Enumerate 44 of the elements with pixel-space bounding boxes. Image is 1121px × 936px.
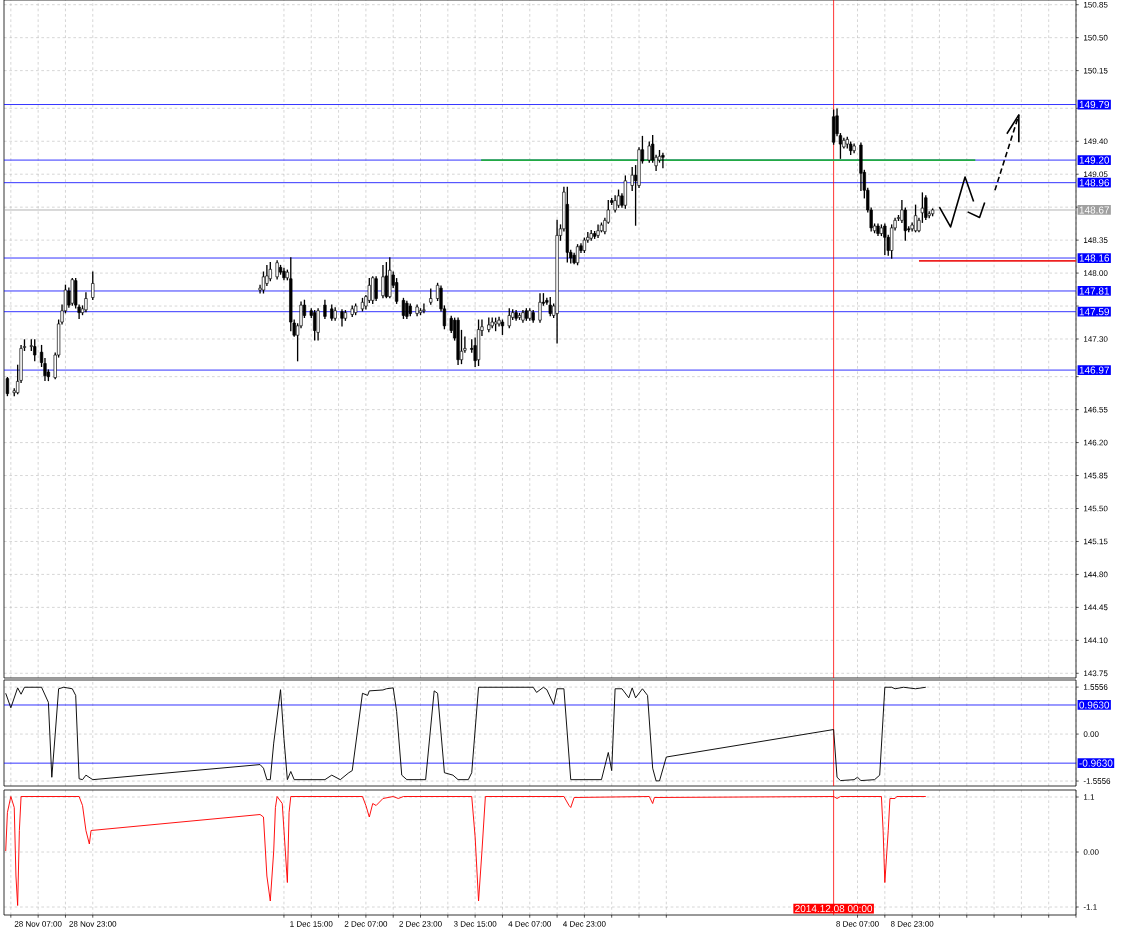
y-tick-label: 143.75 [1084,670,1108,677]
ref-line-label: 146.97 [1079,366,1110,374]
y-tick-label: 150.85 [1084,1,1108,8]
ref-line-label: 148.67 [1079,206,1110,214]
x-tick-label: 28 Nov 07:00 [14,921,62,927]
ref-line-label: 0.9630 [1079,701,1110,709]
x-tick-label: 8 Dec 23:00 [890,921,934,927]
ref-line-label: 147.81 [1079,287,1110,295]
y-tick-label: 150.15 [1084,67,1108,74]
ref-line-label: 2014.12.08 00:00 [795,905,873,913]
x-tick-label: 1 Dec 15:00 [290,921,333,927]
ref-line-label: 147.59 [1079,308,1110,316]
y-tick-label: 147.30 [1084,336,1108,342]
y-tick-label: 146.20 [1084,439,1108,446]
x-tick-label: 4 Dec 07:00 [508,921,552,927]
y-tick-label: 0.00 [1083,849,1099,855]
y-tick-label: 1.1 [1084,794,1095,800]
y-tick-label: 148.00 [1084,270,1108,276]
y-tick-label: 1.5556 [1084,684,1108,690]
x-tick-label: 4 Dec 23:00 [563,921,606,927]
y-tick-label: 144.10 [1084,637,1108,644]
y-tick-label: 148.35 [1084,237,1108,243]
y-tick-label: 145.50 [1084,505,1108,512]
x-tick-label: 8 Dec 07:00 [836,921,879,927]
y-tick-label: 146.55 [1084,406,1108,413]
y-tick-label: 144.80 [1084,571,1108,578]
ref-line-label: 148.96 [1079,179,1110,187]
x-tick-label: 28 Nov 23:00 [69,921,117,927]
ref-line-label: 149.20 [1079,156,1110,164]
x-tick-label: 2 Dec 07:00 [344,921,388,927]
y-tick-label: 145.85 [1084,472,1108,479]
y-tick-label: 149.05 [1084,171,1108,178]
ref-line-label: 149.79 [1079,100,1110,109]
y-tick-label: 0.00 [1083,731,1099,737]
y-tick-label: 145.15 [1084,538,1108,545]
y-tick-label: 149.40 [1084,138,1108,145]
y-tick-label: 150.50 [1084,34,1108,41]
y-tick-label: -1.1 [1083,904,1097,910]
y-tick-label: -1.5556 [1083,778,1111,784]
x-tick-label: 2 Dec 23:00 [399,921,442,927]
ref-line-label: 148.16 [1079,254,1110,262]
x-tick-label: 3 Dec 15:00 [453,921,497,927]
ref-line-label: -0.9630 [1079,759,1113,767]
y-tick-label: 144.45 [1084,604,1108,611]
